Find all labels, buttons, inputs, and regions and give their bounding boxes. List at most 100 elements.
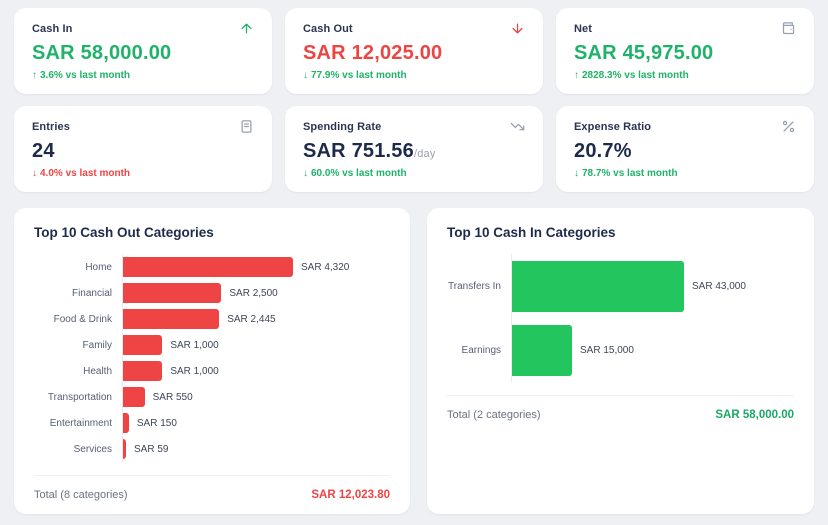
chart-bar-area: SAR 43,000 xyxy=(511,254,794,318)
total-value: SAR 12,023.80 xyxy=(311,489,390,501)
chart-bar-area: SAR 1,000 xyxy=(122,358,390,384)
chart-row: Services SAR 59 xyxy=(34,436,390,462)
bar[interactable] xyxy=(512,324,572,376)
kpi-card-expense-ratio: Expense Ratio 20.7% ↓ 78.7% vs last month xyxy=(556,106,814,192)
arrow-up-icon xyxy=(239,21,254,36)
kpi-delta-cash-out: ↓ 77.9% vs last month xyxy=(303,70,407,81)
delta-arrow-icon: ↓ xyxy=(574,168,579,179)
arrow-down-icon xyxy=(510,21,525,36)
bar[interactable] xyxy=(123,257,293,277)
chart-rows: Transfers In SAR 43,000 Earnings SAR 15,000 xyxy=(447,254,794,382)
kpi-value-cash-out: SAR 12,025.00 xyxy=(303,42,443,64)
chart-row: Family SAR 1,000 xyxy=(34,332,390,358)
delta-arrow-icon: ↓ xyxy=(303,168,308,179)
wallet-icon xyxy=(781,21,796,36)
divider xyxy=(447,395,794,396)
chart-row: Home SAR 4,320 xyxy=(34,254,390,280)
delta-arrow-icon: ↑ xyxy=(32,70,37,81)
chart-row: Transfers In SAR 43,000 xyxy=(447,254,794,318)
chart-row: Health SAR 1,000 xyxy=(34,358,390,384)
bar-value-label: SAR 59 xyxy=(134,443,169,455)
chart-category-label: Transportation xyxy=(47,391,112,403)
trending-down-icon xyxy=(510,119,525,134)
bar[interactable] xyxy=(123,361,163,381)
kpi-card-net: Net SAR 45,975.00 ↑ 2828.3% vs last month xyxy=(556,8,814,94)
chart-category-label: Home xyxy=(85,261,112,273)
bar-value-label: SAR 550 xyxy=(152,391,193,403)
kpi-value-cash-in: SAR 58,000.00 xyxy=(32,42,172,64)
chart-category-label: Financial xyxy=(71,287,112,299)
kpi-delta-spending-rate: ↓ 60.0% vs last month xyxy=(303,168,407,179)
chart-total-row: Total (2 categories) SAR 58,000.00 xyxy=(447,396,794,421)
bar-value-label: SAR 2,500 xyxy=(229,287,278,299)
chart-rows: Home SAR 4,320 Financial SAR 2,500 Food & Dr… xyxy=(34,254,390,462)
chart-bar-area: SAR 2,500 xyxy=(122,280,390,306)
bar[interactable] xyxy=(123,387,145,407)
chart-row: Financial SAR 2,500 xyxy=(34,280,390,306)
kpi-value-expense-ratio: 20.7% xyxy=(574,140,632,162)
bar[interactable] xyxy=(512,260,684,312)
chart-title: Top 10 Cash In Categories xyxy=(447,225,616,240)
bar-value-label: SAR 1,000 xyxy=(170,339,219,351)
kpi-card-entries: Entries 24 ↓ 4.0% vs last month xyxy=(14,106,272,192)
bar-value-label: SAR 15,000 xyxy=(580,344,634,356)
chart-bar-area: SAR 59 xyxy=(122,436,390,462)
bar[interactable] xyxy=(123,439,126,459)
finance-dashboard: Cash In SAR 58,000.00 ↑ 3.6% vs last mont… xyxy=(14,8,814,514)
chart-title: Top 10 Cash Out Categories xyxy=(34,225,214,240)
kpi-label-cash-in: Cash In xyxy=(32,22,73,35)
kpi-label-entries: Entries xyxy=(32,120,70,133)
bar-value-label: SAR 43,000 xyxy=(692,280,746,292)
chart-card-cash-out-categories: Top 10 Cash Out Categories Home SAR 4,320… xyxy=(14,208,410,514)
chart-row: Transportation SAR 550 xyxy=(34,384,390,410)
kpi-delta-expense-ratio: ↓ 78.7% vs last month xyxy=(574,168,678,179)
kpi-card-cash-out: Cash Out SAR 12,025.00 ↓ 77.9% vs last mo… xyxy=(285,8,543,94)
kpi-card-cash-in: Cash In SAR 58,000.00 ↑ 3.6% vs last mont… xyxy=(14,8,272,94)
receipt-icon xyxy=(239,119,254,134)
chart-bar-area: SAR 1,000 xyxy=(122,332,390,358)
kpi-value-spending-rate: SAR 751.56/day xyxy=(303,140,436,162)
delta-arrow-icon: ↓ xyxy=(32,168,37,179)
kpi-label-cash-out: Cash Out xyxy=(303,22,353,35)
kpi-delta-entries: ↓ 4.0% vs last month xyxy=(32,168,131,179)
delta-arrow-icon: ↑ xyxy=(574,70,579,81)
bar[interactable] xyxy=(123,335,163,355)
bar-value-label: SAR 2,445 xyxy=(227,313,276,325)
kpi-delta-net: ↑ 2828.3% vs last month xyxy=(574,70,689,81)
divider xyxy=(34,475,390,476)
percent-icon xyxy=(781,119,796,134)
chart-bar-area: SAR 150 xyxy=(122,410,390,436)
chart-category-label: Earnings xyxy=(461,344,501,356)
charts-grid: Top 10 Cash Out Categories Home SAR 4,320… xyxy=(14,208,814,514)
total-label: Total (8 categories) xyxy=(34,489,128,501)
kpi-label-spending-rate: Spending Rate xyxy=(303,120,382,133)
chart-total-row: Total (8 categories) SAR 12,023.80 xyxy=(34,476,390,501)
per-day-suffix: /day xyxy=(413,148,436,160)
bar-value-label: SAR 4,320 xyxy=(301,261,350,273)
chart-category-label: Services xyxy=(73,443,112,455)
bar-value-label: SAR 1,000 xyxy=(170,365,219,377)
kpi-label-expense-ratio: Expense Ratio xyxy=(574,120,652,133)
bar[interactable] xyxy=(123,413,129,433)
kpi-value-net: SAR 45,975.00 xyxy=(574,42,714,64)
bar-value-label: SAR 150 xyxy=(136,417,177,429)
bar[interactable] xyxy=(123,309,220,329)
chart-category-label: Food & Drink xyxy=(53,313,112,325)
kpi-grid: Cash In SAR 58,000.00 ↑ 3.6% vs last mont… xyxy=(14,8,814,192)
chart-bar-area: SAR 4,320 xyxy=(122,254,390,280)
chart-bar-area: SAR 550 xyxy=(122,384,390,410)
bar[interactable] xyxy=(123,283,222,303)
chart-category-label: Health xyxy=(83,365,112,377)
chart-category-label: Family xyxy=(82,339,112,351)
total-value: SAR 58,000.00 xyxy=(715,409,794,421)
chart-bar-area: SAR 2,445 xyxy=(122,306,390,332)
kpi-delta-cash-in: ↑ 3.6% vs last month xyxy=(32,70,131,81)
kpi-label-net: Net xyxy=(574,22,593,35)
chart-category-label: Transfers In xyxy=(448,280,501,292)
total-label: Total (2 categories) xyxy=(447,409,541,421)
chart-bar-area: SAR 15,000 xyxy=(511,318,794,382)
chart-card-cash-in-categories: Top 10 Cash In Categories Transfers In SA… xyxy=(427,208,814,514)
chart-row: Entertainment SAR 150 xyxy=(34,410,390,436)
chart-row: Earnings SAR 15,000 xyxy=(447,318,794,382)
kpi-value-entries: 24 xyxy=(32,140,55,162)
